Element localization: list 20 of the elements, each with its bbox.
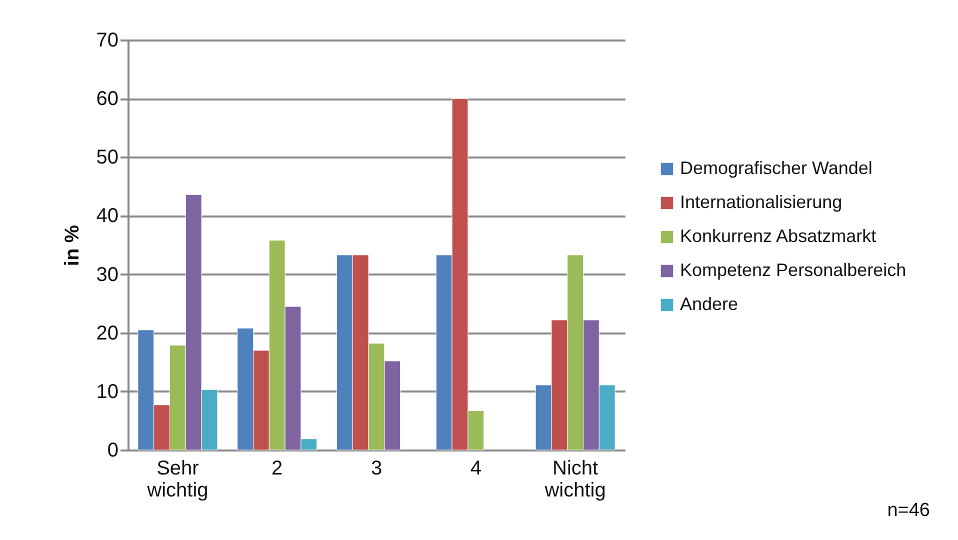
legend-label: Internationalisierung bbox=[680, 192, 842, 212]
y-tick-label: 30 bbox=[96, 264, 118, 286]
legend-label: Andere bbox=[680, 294, 738, 314]
text: n=46 bbox=[887, 500, 930, 522]
legend-label: Demografischer Wandel bbox=[680, 158, 872, 178]
x-tick-label: 4 bbox=[470, 458, 482, 480]
x-tick-label: 3 bbox=[370, 458, 382, 480]
x-tick-label: 2 bbox=[272, 458, 283, 480]
y-tick-label: 0 bbox=[107, 440, 118, 462]
y-axis-title: in % bbox=[61, 224, 84, 266]
legend-label: Konkurrenz Absatzmarkt bbox=[680, 226, 876, 246]
legend-label: Kompetenz Personalbereich bbox=[680, 260, 906, 280]
y-tick-label: 20 bbox=[96, 322, 118, 344]
y-tick-label: 70 bbox=[96, 30, 118, 52]
y-tick-label: 10 bbox=[96, 380, 118, 403]
x-tick-label: Sehr wichtig bbox=[146, 458, 208, 502]
y-tick-label: 50 bbox=[96, 146, 118, 169]
y-tick-label: 60 bbox=[96, 88, 118, 110]
y-tick-label: 40 bbox=[96, 205, 118, 228]
x-tick-label: Nicht wichtig bbox=[544, 458, 606, 502]
